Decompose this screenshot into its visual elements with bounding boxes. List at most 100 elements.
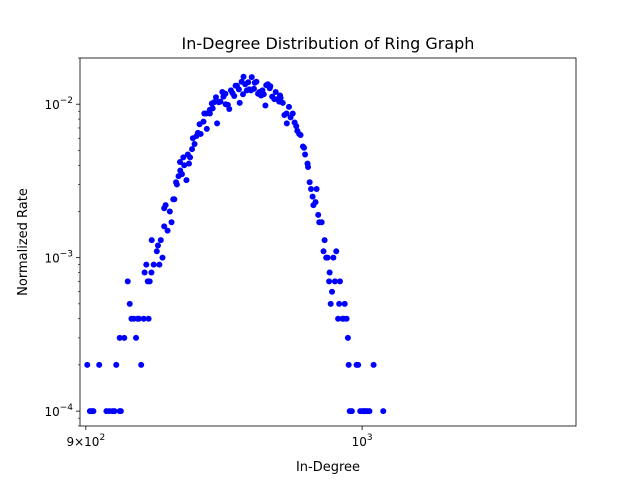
x-axis-label: In-Degree <box>296 460 360 475</box>
plot-area-frame <box>79 57 577 427</box>
data-point <box>370 361 377 368</box>
data-point <box>306 179 313 186</box>
data-point <box>189 146 196 153</box>
data-point <box>245 79 252 86</box>
y-axis-ticks: 10−4 10−3 10−2 <box>44 57 80 427</box>
data-point <box>348 408 355 415</box>
data-point <box>336 278 343 285</box>
data-point <box>315 211 322 218</box>
data-point <box>124 278 131 285</box>
data-point <box>312 199 319 206</box>
data-point <box>135 315 142 322</box>
data-point <box>164 227 171 234</box>
data-point <box>116 334 123 341</box>
data-point <box>343 315 350 322</box>
data-point <box>326 278 333 285</box>
data-point <box>262 102 269 109</box>
data-point <box>272 89 279 96</box>
data-point <box>345 361 352 368</box>
chart-title: In-Degree Distribution of Ring Graph <box>182 34 475 53</box>
x-axis-ticks: 9×102 103 <box>66 426 373 449</box>
data-point <box>318 219 325 226</box>
data-point <box>214 120 221 127</box>
data-point <box>226 106 233 113</box>
data-point <box>344 334 351 341</box>
data-point <box>330 254 337 261</box>
data-point <box>140 315 147 322</box>
data-point <box>222 90 229 97</box>
data-point <box>283 110 290 117</box>
y-tick-label: 10−4 <box>44 403 73 419</box>
x-tick-label: 9×102 <box>66 433 105 449</box>
data-point <box>366 408 373 415</box>
data-point <box>307 186 314 193</box>
data-point <box>117 408 124 415</box>
data-point <box>335 315 342 322</box>
data-point <box>96 361 103 368</box>
data-point <box>253 78 260 85</box>
data-point <box>200 118 207 125</box>
data-point <box>293 123 300 130</box>
data-point <box>267 83 274 90</box>
data-point <box>209 105 216 112</box>
x-tick-label: 103 <box>352 433 373 449</box>
data-point <box>235 86 242 93</box>
data-point <box>355 361 362 368</box>
data-point <box>171 196 178 203</box>
data-point <box>185 160 192 167</box>
data-point <box>313 186 320 193</box>
data-point <box>302 151 309 158</box>
data-point <box>113 361 120 368</box>
data-point <box>260 91 267 98</box>
data-point <box>176 159 183 166</box>
data-point <box>180 154 187 161</box>
data-point <box>203 125 210 132</box>
data-point <box>283 120 290 127</box>
data-point <box>331 278 338 285</box>
data-point <box>146 278 153 285</box>
data-point <box>305 163 312 170</box>
data-point <box>90 408 97 415</box>
data-point <box>336 300 343 307</box>
data-point <box>341 300 348 307</box>
data-point <box>150 261 157 268</box>
data-point <box>141 269 148 276</box>
data-point <box>148 237 155 244</box>
data-point <box>126 300 133 307</box>
data-point <box>157 237 164 244</box>
data-point <box>329 288 336 295</box>
data-point <box>173 181 180 188</box>
data-point <box>145 315 152 322</box>
data-point <box>133 334 140 341</box>
data-point <box>162 202 169 209</box>
data-point <box>159 254 166 261</box>
data-point <box>156 261 163 268</box>
data-point <box>320 248 327 255</box>
data-point <box>250 85 257 92</box>
data-point <box>297 131 304 138</box>
data-point <box>166 208 173 215</box>
data-point <box>178 171 185 178</box>
data-point <box>380 408 387 415</box>
data-point <box>240 73 247 80</box>
data-point <box>309 193 316 200</box>
data-point <box>183 177 190 184</box>
data-point <box>236 99 243 106</box>
data-point <box>321 237 328 244</box>
data-point <box>111 408 118 415</box>
y-axis-label: Normalized Rate <box>16 188 31 296</box>
data-point <box>240 91 247 98</box>
data-point <box>333 248 340 255</box>
data-point <box>121 334 128 341</box>
y-tick-label: 10−2 <box>44 96 73 112</box>
data-point <box>187 154 194 161</box>
data-point <box>197 130 204 137</box>
data-point <box>191 141 198 148</box>
data-point <box>217 98 224 105</box>
y-tick-label: 10−3 <box>44 250 73 266</box>
data-point <box>211 99 218 106</box>
data-point <box>324 254 331 261</box>
data-point <box>181 162 188 169</box>
